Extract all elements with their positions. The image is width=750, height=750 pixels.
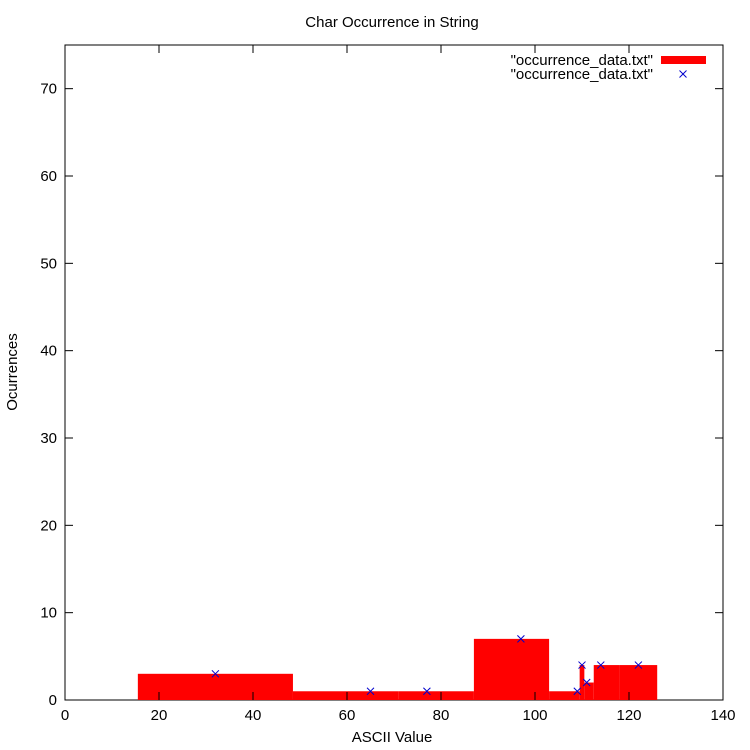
x-tick-label: 140	[710, 707, 735, 724]
x-tick-label: 80	[433, 707, 450, 724]
bars-layer	[137, 638, 658, 700]
data-point	[573, 687, 582, 696]
bar	[549, 691, 580, 700]
data-point	[517, 635, 525, 643]
data-point	[423, 687, 431, 696]
data-point	[578, 661, 586, 669]
bar	[473, 638, 550, 700]
plot-frame	[64, 44, 724, 701]
data-point	[366, 687, 375, 696]
bar	[579, 665, 585, 700]
y-tick-label: 40	[40, 343, 57, 360]
bar	[137, 673, 293, 700]
y-tick-label: 30	[40, 430, 57, 447]
x-tick-label: 40	[245, 707, 262, 724]
x-axis-label: ASCII Value	[352, 729, 433, 746]
x-tick-label: 20	[151, 707, 168, 724]
x-tick-label: 0	[61, 707, 69, 724]
x-axis-ticks: 0 20 40 60 80 100 120 140	[61, 45, 736, 724]
bar	[292, 691, 399, 700]
chart-title: Char Occurrence in String	[305, 14, 478, 31]
legend-label-points: "occurrence_data.txt"	[511, 66, 653, 83]
legend-x-marker	[679, 70, 687, 78]
x-tick-label: 60	[339, 707, 356, 724]
points-layer	[211, 635, 643, 696]
bar	[584, 682, 594, 700]
x-tick-label: 100	[522, 707, 547, 724]
legend: "occurrence_data.txt" "occurrence_data.t…	[511, 52, 706, 83]
x-tick-label: 120	[616, 707, 641, 724]
bar	[593, 665, 620, 700]
legend-marker-points	[679, 70, 687, 78]
y-tick-label: 20	[40, 517, 57, 534]
y-tick-label: 0	[49, 692, 57, 709]
bar	[398, 691, 474, 700]
legend-label-boxes: "occurrence_data.txt"	[511, 52, 653, 69]
y-tick-label: 10	[40, 605, 57, 622]
y-axis-label: Ocurrences	[4, 333, 21, 411]
bar	[619, 665, 658, 700]
data-point	[582, 678, 591, 687]
legend-swatch-boxes	[661, 56, 706, 64]
data-point	[634, 661, 643, 669]
y-tick-label: 70	[40, 81, 57, 98]
y-axis-ticks: 0 10 20 30 40 50 60 70	[40, 81, 723, 709]
data-point	[596, 661, 605, 669]
y-tick-label: 50	[40, 255, 57, 272]
y-tick-label: 60	[40, 168, 57, 185]
data-point	[211, 669, 220, 678]
